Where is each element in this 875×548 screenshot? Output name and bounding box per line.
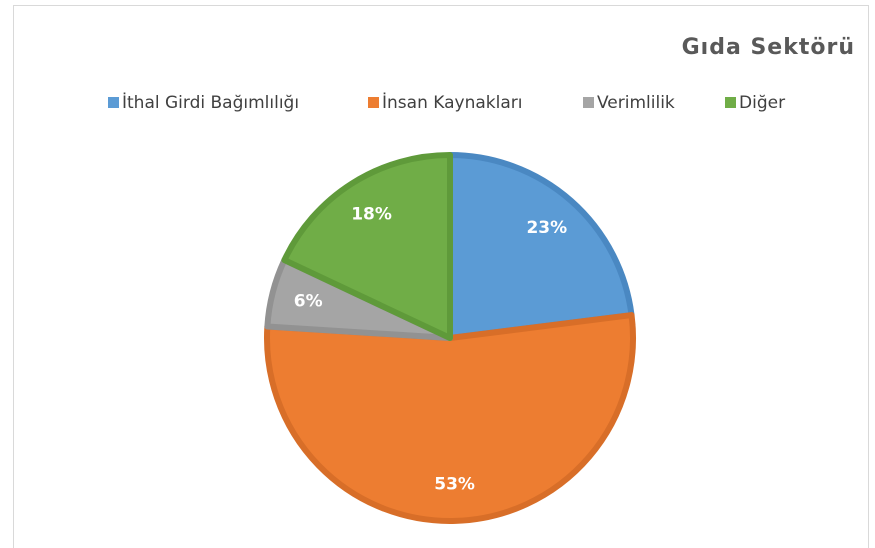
data-label: 53% <box>434 474 475 494</box>
legend-label: İthal Girdi Bağımlılığı <box>122 92 299 113</box>
legend-label: Verimlilik <box>597 93 675 113</box>
pie-slice <box>264 312 636 524</box>
legend-swatch <box>583 97 594 108</box>
pie-slice <box>447 152 635 341</box>
chart-title: Gıda Sektörü <box>682 35 855 60</box>
legend-label: İnsan Kaynakları <box>382 92 522 113</box>
legend-swatch <box>725 97 736 108</box>
legend-swatch <box>368 97 379 108</box>
pie-slice <box>281 152 453 341</box>
data-label: 23% <box>526 218 567 238</box>
data-label: 6% <box>294 292 323 312</box>
legend-label: Diğer <box>739 93 785 113</box>
legend-swatch <box>108 97 119 108</box>
data-label: 18% <box>351 204 392 224</box>
